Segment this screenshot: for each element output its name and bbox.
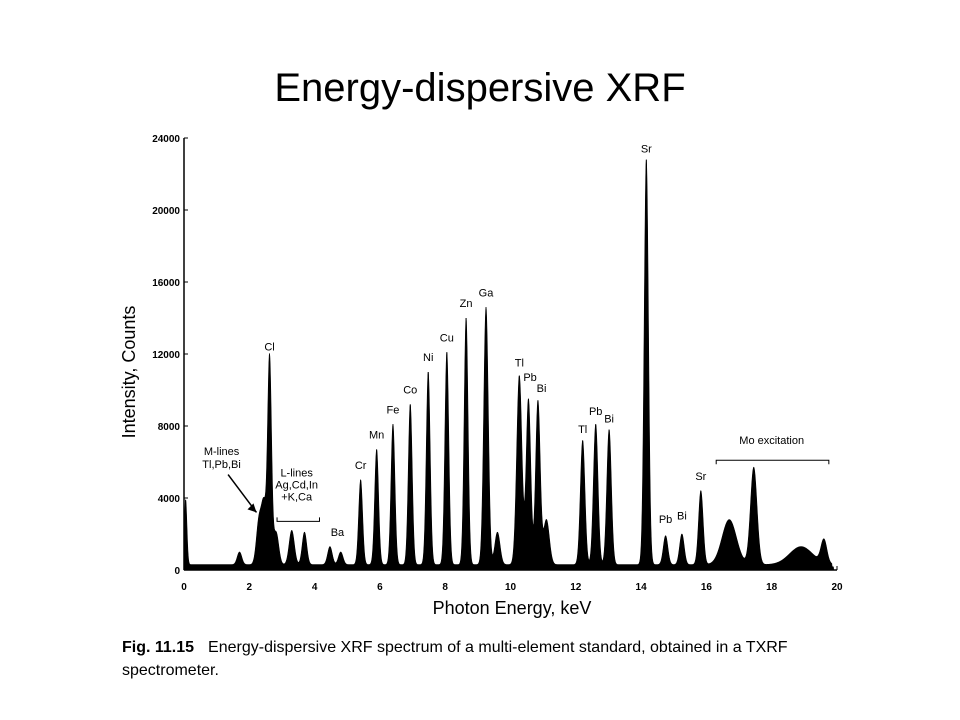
l-lines-bracket bbox=[276, 517, 320, 522]
y-tick-label: 16000 bbox=[152, 278, 180, 289]
mo-excitation-bracket bbox=[715, 459, 830, 465]
y-tick-label: 24000 bbox=[152, 134, 180, 145]
peak-label: Ba bbox=[331, 527, 345, 539]
peak-label: Pb bbox=[659, 514, 672, 526]
peak-label: Bi bbox=[537, 383, 547, 395]
x-tick-label: 6 bbox=[377, 582, 383, 593]
peak-label: Pb bbox=[589, 406, 602, 418]
peak-label: Sr bbox=[695, 471, 706, 483]
peak-label: Co bbox=[403, 385, 417, 397]
m-lines-label: M-lines bbox=[204, 446, 240, 458]
peak-label: Ni bbox=[423, 352, 433, 364]
y-axis-title: Intensity, Counts bbox=[119, 306, 139, 439]
x-tick-label: 8 bbox=[442, 582, 448, 593]
peak-label: Tl bbox=[578, 424, 587, 436]
x-tick-label: 18 bbox=[766, 582, 778, 593]
x-tick-label: 12 bbox=[570, 582, 582, 593]
x-tick-label: 16 bbox=[701, 582, 713, 593]
y-tick-label: 4000 bbox=[158, 494, 181, 505]
x-tick-label: 4 bbox=[312, 582, 318, 593]
y-tick-label: 20000 bbox=[152, 206, 180, 217]
peak-label: Cl bbox=[264, 341, 274, 353]
peak-label: Bi bbox=[677, 511, 687, 523]
slide-title: Energy-dispersive XRF bbox=[274, 66, 686, 110]
figure-caption: Fig. 11.15 Energy-dispersive XRF spectrum… bbox=[122, 636, 862, 682]
mo-excitation-label: Mo excitation bbox=[739, 435, 804, 447]
l-lines-label: Ag,Cd,In bbox=[275, 479, 318, 491]
figure-label: Fig. 11.15 bbox=[122, 639, 195, 656]
x-tick-label: 0 bbox=[181, 582, 187, 593]
m-lines-arrowhead bbox=[247, 503, 257, 513]
peak-label: Bi bbox=[604, 413, 614, 425]
peak-label: Cr bbox=[355, 460, 367, 472]
caption-text: Energy-dispersive XRF spectrum of a mult… bbox=[122, 639, 788, 679]
peak-label: Tl bbox=[515, 358, 524, 370]
peak-label: Fe bbox=[387, 404, 400, 416]
x-tick-label: 20 bbox=[831, 582, 843, 593]
peak-label: Sr bbox=[641, 143, 652, 155]
x-tick-label: 10 bbox=[505, 582, 517, 593]
peak-label: Mn bbox=[369, 430, 384, 442]
y-tick-label: 8000 bbox=[158, 422, 181, 433]
peak-label: Ga bbox=[479, 287, 495, 299]
y-tick-label: 12000 bbox=[152, 350, 180, 361]
l-lines-label: +K,Ca bbox=[281, 491, 313, 503]
peak-label: Zn bbox=[460, 298, 473, 310]
x-axis-title: Photon Energy, keV bbox=[433, 598, 592, 618]
l-lines-label: L-lines bbox=[280, 467, 313, 479]
y-tick-label: 0 bbox=[174, 566, 180, 577]
x-tick-label: 14 bbox=[636, 582, 648, 593]
peak-label: Pb bbox=[523, 372, 536, 384]
x-tick-label: 2 bbox=[247, 582, 253, 593]
peak-label: Cu bbox=[440, 332, 454, 344]
m-lines-label: Tl,Pb,Bi bbox=[202, 459, 241, 471]
spectrum-area bbox=[183, 159, 835, 571]
